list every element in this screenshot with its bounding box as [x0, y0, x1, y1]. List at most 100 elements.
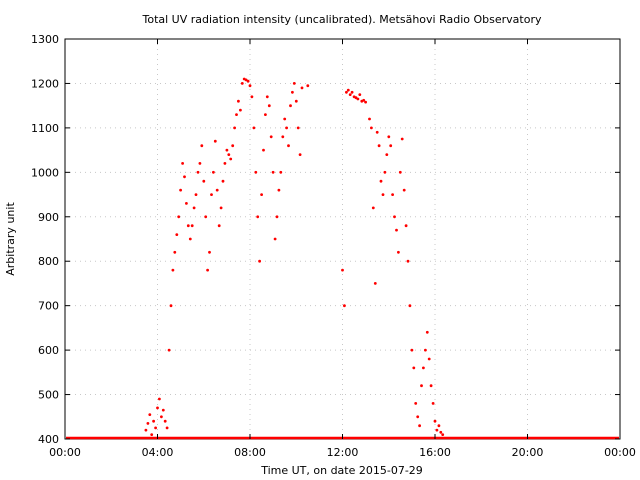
data-point: [410, 348, 414, 352]
data-point: [179, 188, 183, 192]
data-point: [381, 193, 385, 197]
data-point: [383, 170, 387, 174]
data-point: [408, 304, 412, 308]
data-point: [395, 228, 398, 232]
data-point: [364, 100, 367, 104]
data-point: [306, 84, 310, 88]
data-point: [281, 135, 285, 139]
data-point: [425, 330, 429, 334]
data-point: [279, 170, 283, 174]
data-point: [350, 90, 354, 94]
y-tick-label: 900: [38, 211, 59, 224]
data-point: [181, 162, 185, 165]
data-point: [439, 430, 443, 434]
data-point: [275, 215, 279, 219]
data-point: [420, 384, 423, 388]
data-point: [389, 144, 393, 148]
data-point: [387, 135, 391, 139]
data-point: [221, 179, 225, 183]
data-point: [183, 175, 186, 179]
data-point: [169, 304, 173, 308]
grid: [65, 39, 620, 439]
data-point: [296, 126, 300, 130]
data-point: [260, 193, 263, 197]
data-point: [248, 84, 252, 88]
data-points: [144, 77, 445, 436]
x-tick-label: 04:00: [142, 446, 174, 459]
data-point: [192, 206, 196, 210]
data-point: [265, 95, 269, 99]
data-point: [377, 144, 381, 148]
data-point: [196, 170, 200, 174]
data-point: [441, 433, 445, 436]
data-point: [412, 366, 416, 370]
data-point: [264, 113, 267, 116]
data-point: [194, 193, 198, 197]
data-point: [269, 135, 273, 139]
y-tick-label: 1000: [31, 166, 59, 179]
data-point: [292, 82, 296, 85]
data-point: [435, 428, 439, 432]
data-point: [370, 126, 373, 130]
data-point: [206, 268, 210, 272]
y-tick-label: 1300: [31, 33, 59, 46]
data-point: [298, 153, 302, 157]
data-point: [406, 259, 410, 263]
data-point: [402, 188, 406, 192]
data-point: [427, 357, 431, 361]
data-point: [161, 408, 165, 412]
data-point: [165, 426, 169, 430]
data-point: [437, 424, 441, 428]
y-tick-label: 700: [38, 300, 59, 313]
data-point: [171, 268, 175, 272]
data-point: [202, 179, 206, 183]
chart-title: Total UV radiation intensity (uncalibrat…: [142, 13, 542, 26]
data-point: [240, 82, 244, 85]
data-point: [231, 144, 235, 148]
x-tick-label: 20:00: [512, 446, 544, 459]
data-point: [146, 422, 150, 425]
data-point: [223, 162, 227, 165]
data-point: [144, 428, 148, 432]
data-point: [217, 224, 221, 228]
x-tick-label: 00:00: [604, 446, 636, 459]
data-point: [273, 237, 277, 241]
y-tick-label: 800: [38, 255, 59, 268]
data-point: [152, 419, 156, 423]
data-point: [175, 233, 179, 237]
data-point: [371, 206, 375, 210]
data-point: [160, 415, 163, 419]
data-point: [362, 98, 366, 102]
data-point: [398, 170, 402, 174]
x-tick-label: 12:00: [327, 446, 359, 459]
y-tick-labels: 400 500 600 700 800 900 1000 1100 1200 1300: [31, 33, 620, 446]
data-point: [167, 348, 171, 352]
data-point: [291, 90, 294, 94]
data-point: [422, 366, 425, 370]
data-point: [246, 79, 250, 83]
data-point: [190, 224, 194, 228]
data-point: [262, 148, 265, 152]
data-point: [285, 126, 288, 130]
data-point: [227, 153, 231, 157]
data-point: [233, 126, 237, 130]
data-point: [294, 99, 298, 103]
x-axis-label: Time UT, on date 2015-07-29: [260, 464, 423, 477]
data-point: [375, 130, 379, 134]
data-point: [346, 88, 350, 92]
data-point: [356, 97, 360, 101]
data-point: [154, 426, 158, 430]
data-point: [148, 413, 152, 416]
data-point: [277, 188, 281, 192]
data-point: [391, 193, 394, 197]
data-point: [385, 153, 389, 157]
data-point: [215, 188, 219, 192]
data-point: [341, 268, 344, 272]
data-point: [345, 90, 348, 94]
data-point: [393, 215, 396, 219]
data-point: [283, 117, 287, 121]
data-point: [418, 424, 421, 428]
data-point: [200, 144, 204, 148]
data-point: [250, 95, 254, 99]
data-point: [379, 179, 383, 183]
